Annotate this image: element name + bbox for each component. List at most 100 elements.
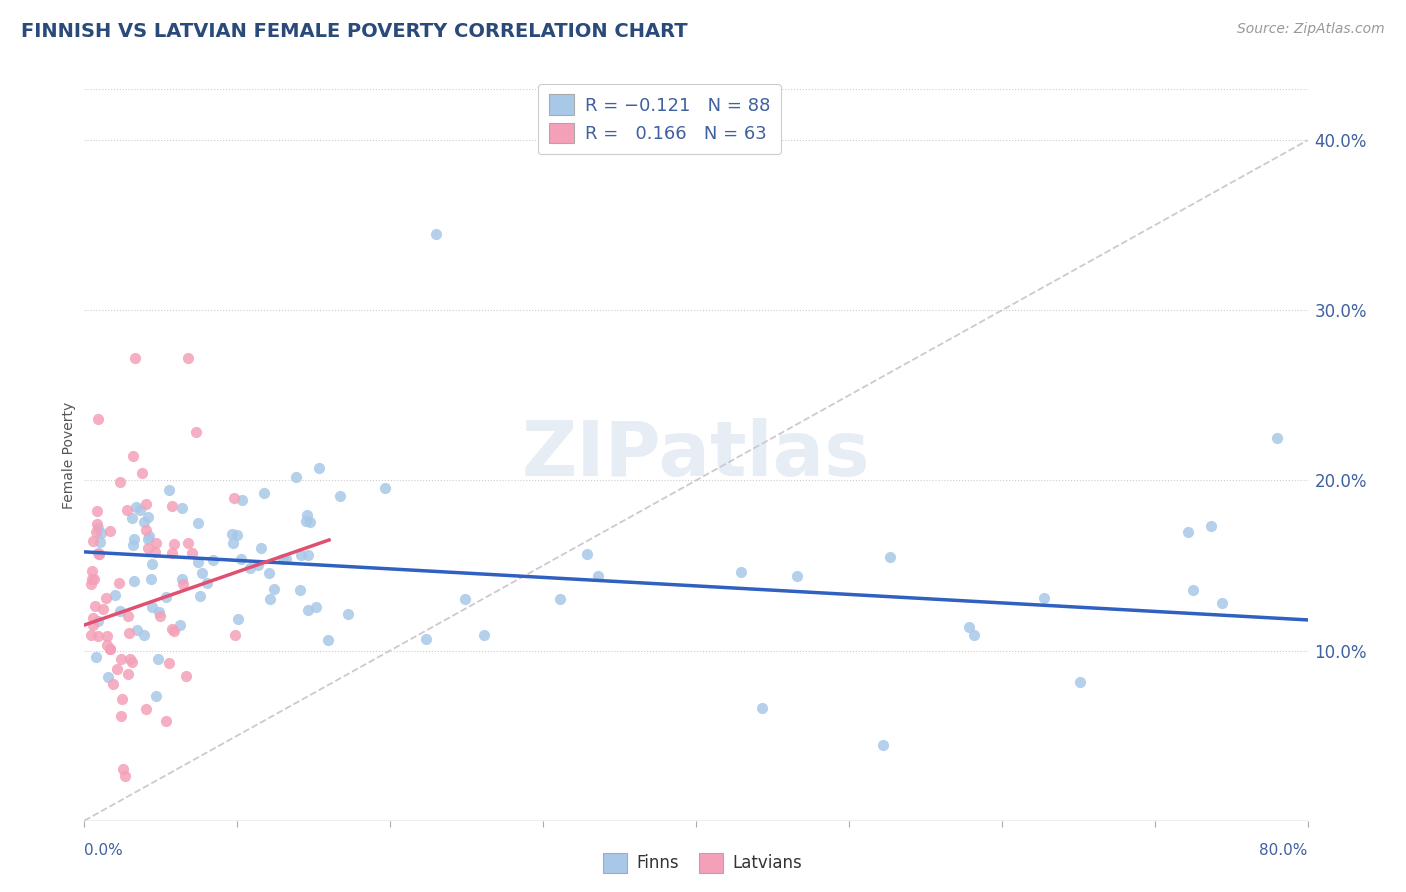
Point <box>82 618 104 632</box>
Point <box>308 460 330 475</box>
Point <box>79 577 101 591</box>
Point <box>125 623 148 637</box>
Point <box>297 548 319 562</box>
Point <box>86 412 108 426</box>
Point <box>86 517 108 532</box>
Point <box>136 532 159 546</box>
Point <box>295 508 318 522</box>
Point <box>111 692 134 706</box>
Point <box>105 662 128 676</box>
Point <box>550 592 572 607</box>
Point <box>177 351 200 365</box>
Point <box>143 545 166 559</box>
Point <box>305 600 328 615</box>
Point <box>122 574 145 588</box>
Point <box>80 564 103 578</box>
Point <box>163 537 186 551</box>
Point <box>247 558 270 572</box>
Point <box>114 769 136 783</box>
Point <box>136 510 159 524</box>
Point <box>172 572 194 586</box>
Point <box>124 351 146 365</box>
Point <box>271 552 294 566</box>
Point <box>108 575 131 590</box>
Point <box>224 628 246 642</box>
Point <box>83 599 105 613</box>
Point <box>155 714 177 729</box>
Point <box>128 503 150 517</box>
Point <box>86 504 108 518</box>
Text: 80.0%: 80.0% <box>1260 843 1308 857</box>
Point <box>190 590 212 604</box>
Point <box>90 525 112 540</box>
Point <box>141 558 163 572</box>
Point <box>1199 518 1222 533</box>
Point <box>160 622 183 636</box>
Point <box>962 628 984 642</box>
Point <box>98 641 121 656</box>
Point <box>134 515 156 529</box>
Point <box>108 475 131 490</box>
Point <box>139 572 162 586</box>
Point <box>231 492 253 507</box>
Point <box>221 527 243 541</box>
Point <box>155 590 177 604</box>
Point <box>177 536 200 550</box>
Point <box>118 652 141 666</box>
Point <box>135 524 157 538</box>
Point <box>100 524 122 538</box>
Point <box>148 605 170 619</box>
Point <box>238 560 260 574</box>
Point <box>250 541 273 556</box>
Point <box>146 652 169 666</box>
Point <box>337 607 360 622</box>
Point <box>730 565 752 579</box>
Point <box>149 609 172 624</box>
Point <box>138 529 160 543</box>
Point <box>1177 524 1199 539</box>
Point <box>87 547 110 561</box>
Point <box>274 552 297 566</box>
Point <box>263 582 285 596</box>
Point <box>125 500 148 514</box>
Point <box>316 633 339 648</box>
Point <box>169 618 191 632</box>
Point <box>141 600 163 615</box>
Point <box>297 603 319 617</box>
Point <box>187 555 209 569</box>
Point <box>96 638 118 652</box>
Legend: R = −0.121   N = 88, R =   0.166   N = 63: R = −0.121 N = 88, R = 0.166 N = 63 <box>537 84 780 154</box>
Point <box>253 486 276 500</box>
Point <box>162 499 184 513</box>
Point <box>187 516 209 530</box>
Point <box>117 667 139 681</box>
Point <box>872 738 894 752</box>
Point <box>1182 583 1205 598</box>
Point <box>472 627 495 641</box>
Point <box>101 676 124 690</box>
Point <box>299 515 322 529</box>
Point <box>80 627 103 641</box>
Point <box>1265 431 1288 445</box>
Point <box>110 652 132 666</box>
Point <box>86 525 108 540</box>
Point <box>257 566 280 581</box>
Point <box>191 566 214 580</box>
Point <box>93 601 115 615</box>
Point <box>97 669 120 683</box>
Point <box>879 549 901 564</box>
Point <box>96 591 118 606</box>
Point <box>117 609 139 624</box>
Point <box>195 576 218 591</box>
Point <box>786 569 808 583</box>
Point <box>225 528 247 542</box>
Point <box>415 632 437 647</box>
Point <box>135 497 157 511</box>
Point <box>231 551 253 566</box>
Point <box>136 541 159 555</box>
Point <box>222 536 245 550</box>
Point <box>1033 591 1056 605</box>
Point <box>83 572 105 586</box>
Point <box>82 534 104 549</box>
Point <box>87 521 110 535</box>
